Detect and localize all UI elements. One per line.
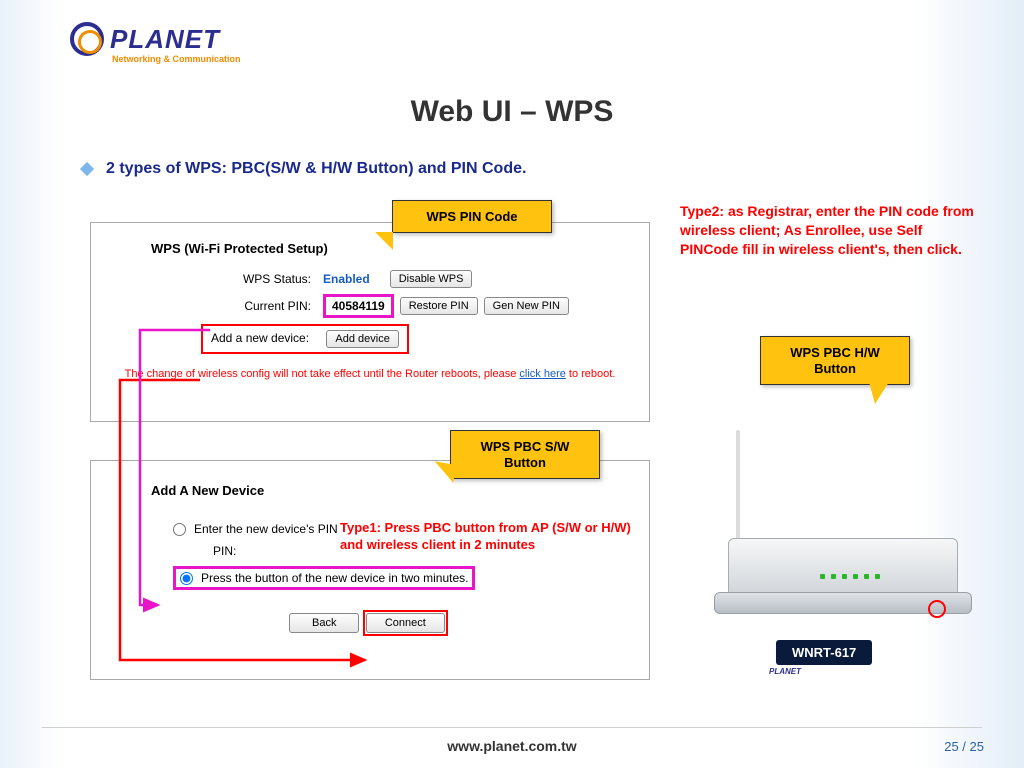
logo-ring-icon <box>70 22 104 56</box>
logo-text: PLANET <box>110 24 220 55</box>
opt1-label: Enter the new device's PIN <box>194 522 338 536</box>
reboot-note: The change of wireless config will not t… <box>101 368 639 380</box>
router-brand: PLANET <box>769 667 801 676</box>
add-device-row: Add a new device: Add device <box>201 324 639 354</box>
panel2-buttons: Back Connect <box>283 610 637 636</box>
wps-setup-panel: WPS (Wi-Fi Protected Setup) WPS Status: … <box>90 222 650 422</box>
router-model-label: WNRT-617 <box>776 640 872 665</box>
router-leds <box>820 574 880 579</box>
logo-tagline: Networking & Communication <box>112 54 241 64</box>
callout-hw-text: WPS PBC H/W Button <box>790 345 880 376</box>
radio-press-button[interactable] <box>180 572 193 585</box>
callout-sw-text: WPS PBC S/W Button <box>481 439 570 470</box>
gen-new-pin-button[interactable]: Gen New PIN <box>484 297 569 315</box>
current-pin-row: Current PIN: 40584119 Restore PIN Gen Ne… <box>201 294 639 318</box>
router-body: PLANET <box>728 538 958 598</box>
add-device-label: Add a new device: <box>211 331 309 345</box>
router-antenna <box>736 430 740 550</box>
footer-divider <box>42 727 982 728</box>
reboot-link[interactable]: click here <box>519 368 565 380</box>
add-device-highlight: Add a new device: Add device <box>201 324 409 354</box>
callout-hw-button: WPS PBC H/W Button <box>760 336 910 385</box>
footer-page: 25 / 25 <box>944 739 984 754</box>
brand-logo: PLANET Networking & Communication <box>70 22 241 64</box>
slide: PLANET Networking & Communication Web UI… <box>0 0 1024 768</box>
pin-label: Current PIN: <box>201 299 311 313</box>
callout-pin-code: WPS PIN Code <box>392 200 552 233</box>
callout-pin-text: WPS PIN Code <box>426 209 517 224</box>
wps-hw-button-circle-icon <box>928 600 946 618</box>
add-device-panel: Add A New Device Enter the new device's … <box>90 460 650 680</box>
back-button[interactable]: Back <box>289 613 359 633</box>
opt2-label: Press the button of the new device in tw… <box>201 571 468 585</box>
opt2-highlight: Press the button of the new device in tw… <box>173 566 475 590</box>
connect-button[interactable]: Connect <box>366 613 445 633</box>
connect-highlight: Connect <box>363 610 448 636</box>
panel1-heading: WPS (Wi-Fi Protected Setup) <box>151 241 639 256</box>
type2-description: Type2: as Registrar, enter the PIN code … <box>680 202 980 259</box>
subtitle-row: 2 types of WPS: PBC(S/W & H/W Button) an… <box>82 160 526 178</box>
panel2-heading: Add A New Device <box>151 483 637 498</box>
current-pin-value: 40584119 <box>323 294 394 318</box>
page-title: Web UI – WPS <box>0 95 1024 129</box>
bullet-diamond-icon <box>80 162 94 176</box>
add-device-button[interactable]: Add device <box>326 330 398 348</box>
note-pre: The change of wireless config will not t… <box>125 368 520 380</box>
footer-url: www.planet.com.tw <box>0 738 1024 754</box>
disable-wps-button[interactable]: Disable WPS <box>390 270 473 288</box>
radio-enter-pin[interactable] <box>173 523 186 536</box>
router-illustration: PLANET <box>700 420 980 650</box>
type1-description: Type1: Press PBC button from AP (S/W or … <box>340 520 650 554</box>
status-value: Enabled <box>323 272 370 286</box>
subtitle: 2 types of WPS: PBC(S/W & H/W Button) an… <box>106 160 526 178</box>
wps-status-row: WPS Status: Enabled Disable WPS <box>201 270 639 288</box>
note-post: to reboot. <box>566 368 616 380</box>
callout-sw-button: WPS PBC S/W Button <box>450 430 600 479</box>
restore-pin-button[interactable]: Restore PIN <box>400 297 478 315</box>
status-label: WPS Status: <box>201 272 311 286</box>
option-press-button: Press the button of the new device in tw… <box>173 566 637 590</box>
